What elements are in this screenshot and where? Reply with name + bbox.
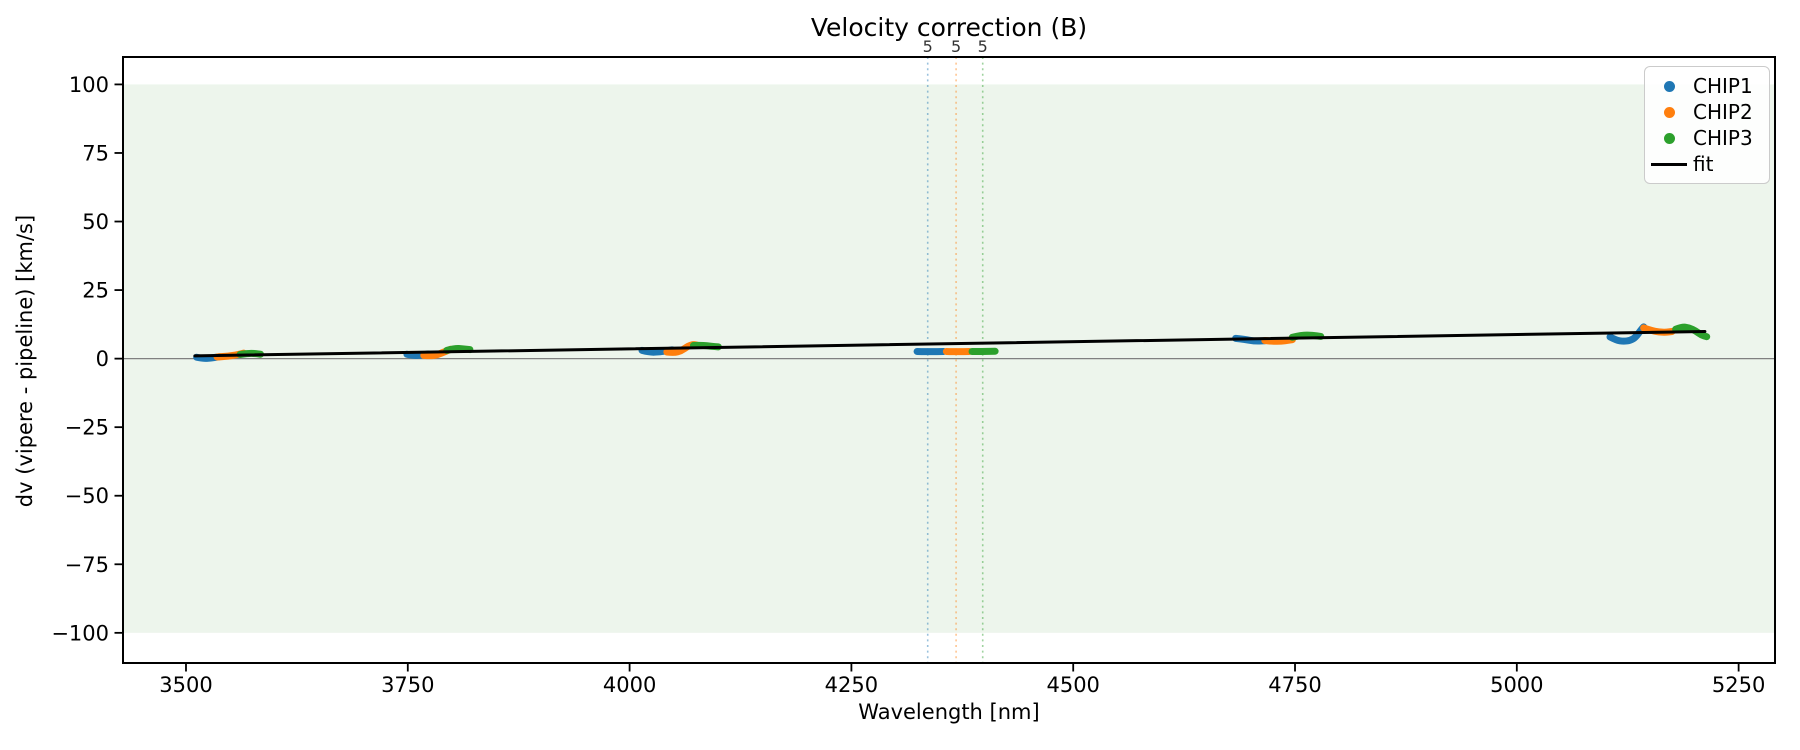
- chart-title: Velocity correction (B): [810, 13, 1088, 42]
- legend-label: CHIP1: [1693, 74, 1753, 98]
- legend-item-chip2: CHIP2: [1645, 100, 1763, 124]
- y-tick-label: −50: [65, 484, 109, 508]
- chip1-dot-icon: [1645, 80, 1693, 92]
- fit-line: [193, 329, 1707, 358]
- y-tick-label: 25: [82, 279, 109, 303]
- legend-label: CHIP3: [1693, 126, 1753, 150]
- x-tick-label: 5000: [1490, 673, 1543, 697]
- x-tick-label: 4750: [1268, 673, 1321, 697]
- legend-item-fit: fit: [1645, 152, 1763, 176]
- y-tick-label: 100: [69, 73, 109, 97]
- axes-frame: [122, 56, 1776, 664]
- order-number-label: 5: [978, 37, 988, 56]
- x-tick-label: 4000: [603, 673, 656, 697]
- y-tick-label: 50: [82, 210, 109, 234]
- x-tick-label: 4500: [1046, 673, 1099, 697]
- y-tick-label: 75: [82, 141, 109, 165]
- order-number-label: 5: [923, 37, 933, 56]
- y-tick-label: −25: [65, 416, 109, 440]
- chip2-dot-icon: [1645, 106, 1693, 118]
- chip3-data-segment: [443, 344, 474, 354]
- y-tick-label: 0: [96, 347, 109, 371]
- y-axis-label: dv (vipere - pipeline) [km/s]: [13, 214, 37, 508]
- x-tick-label: 4250: [825, 673, 878, 697]
- y-tick-label: −75: [65, 553, 109, 577]
- x-tick-label: 5250: [1712, 673, 1765, 697]
- legend-label: fit: [1693, 152, 1714, 176]
- legend: CHIP1 CHIP2 CHIP3 fit: [1644, 66, 1770, 184]
- legend-item-chip3: CHIP3: [1645, 126, 1763, 150]
- legend-label: CHIP2: [1693, 100, 1753, 124]
- y-tick-label: −100: [51, 621, 109, 645]
- fit-line-icon: [1645, 162, 1693, 166]
- x-tick-label: 3500: [159, 673, 212, 697]
- chip3-data-segment: [1672, 323, 1711, 341]
- x-axis-label: Wavelength [nm]: [858, 700, 1040, 724]
- chip3-dot-icon: [1645, 132, 1693, 144]
- legend-item-chip1: CHIP1: [1645, 74, 1763, 98]
- order-number-label: 5: [951, 37, 961, 56]
- x-tick-label: 3750: [381, 673, 434, 697]
- chip3-data-segment: [1288, 331, 1325, 341]
- chip2-data-segment: [1261, 336, 1296, 345]
